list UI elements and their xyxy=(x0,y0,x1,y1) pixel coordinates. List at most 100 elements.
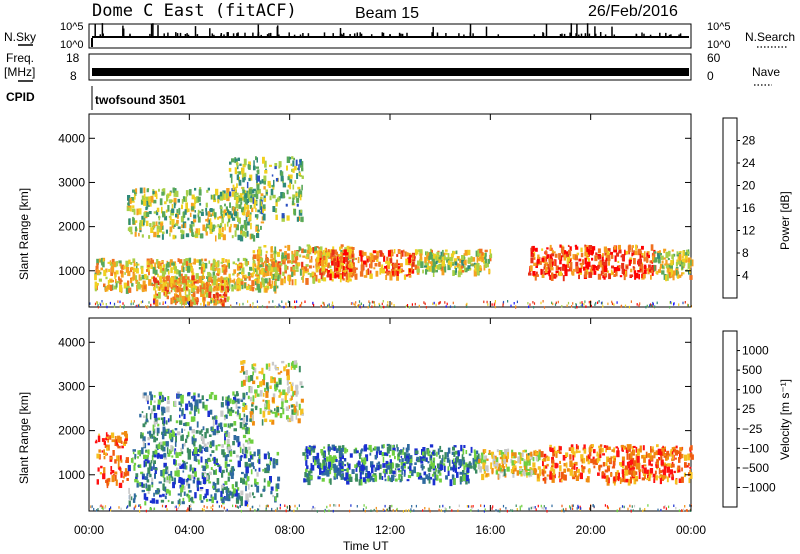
velocity-echo-cell xyxy=(288,405,290,409)
power-echo-cell xyxy=(161,272,166,277)
velocity-echo-cell xyxy=(592,456,595,460)
power-echo-cell xyxy=(148,279,152,286)
velocity-echo-cell xyxy=(432,451,435,455)
power-speckle xyxy=(590,304,592,308)
power-echo-cell xyxy=(295,263,299,270)
velocity-echo-cell xyxy=(564,474,567,481)
velocity-echo-cell xyxy=(344,458,346,461)
velocity-echo-cell xyxy=(105,479,108,483)
power-echo-cell xyxy=(336,271,340,275)
power-echo-cell xyxy=(367,268,370,275)
velocity-echo-cell xyxy=(103,449,105,456)
power-echo-cell xyxy=(246,230,249,237)
power-echo-cell xyxy=(651,271,654,276)
velocity-echo-cell xyxy=(306,473,310,480)
power-echo-cell xyxy=(119,270,123,274)
velocity-echo-cell xyxy=(447,447,451,454)
power-echo-cell xyxy=(540,268,542,275)
velocity-echo-cell xyxy=(213,470,216,475)
power-echo-cell xyxy=(632,266,635,269)
power-echo-cell xyxy=(224,203,226,207)
velocity-echo-cell xyxy=(400,455,403,458)
power-echo-cell xyxy=(294,180,297,184)
power-echo-cell xyxy=(201,283,204,290)
velocity-echo-cell xyxy=(179,464,183,469)
velocity-echo-cell xyxy=(132,498,136,503)
power-speckle xyxy=(281,300,283,303)
velocity-echo-cell xyxy=(376,447,379,454)
velocity-echo-cell xyxy=(242,448,244,455)
velocity-echo-cell xyxy=(592,460,597,465)
velocity-echo-cell xyxy=(421,457,424,461)
power-echo-cell xyxy=(233,269,237,274)
velocity-echo-cell xyxy=(261,367,264,375)
velocity-echo-cell xyxy=(221,402,224,407)
power-echo-cell xyxy=(578,274,580,280)
velocity-echo-cell xyxy=(614,458,616,461)
power-echo-cell xyxy=(166,283,169,290)
velocity-echo-cell xyxy=(452,458,455,463)
velocity-echo-cell xyxy=(196,421,199,428)
power-echo-cell xyxy=(481,252,484,256)
velocity-echo-cell xyxy=(356,462,359,468)
power-echo-cell xyxy=(110,271,113,276)
velocity-echo-cell xyxy=(240,493,244,496)
velocity-echo-cell xyxy=(461,454,464,462)
power-echo-cell xyxy=(255,201,258,204)
velocity-echo-cell xyxy=(275,483,278,489)
velocity-echo-cell xyxy=(164,471,168,475)
velocity-echo-cell xyxy=(654,470,657,475)
power-echo-cell xyxy=(257,248,261,255)
power-echo-cell xyxy=(215,300,219,305)
power-echo-cell xyxy=(532,248,535,252)
power-speckle xyxy=(486,300,488,304)
velocity-echo-cell xyxy=(291,409,295,415)
velocity-echo-cell xyxy=(437,469,441,474)
power-echo-cell xyxy=(205,292,209,298)
power-echo-cell xyxy=(370,253,374,261)
power-echo-cell xyxy=(336,272,340,278)
velocity-echo-cell xyxy=(244,405,248,410)
velocity-echo-cell xyxy=(381,452,385,457)
power-echo-cell xyxy=(282,259,284,265)
velocity-echo-cell xyxy=(453,445,457,448)
power-echo-cell xyxy=(212,224,216,230)
power-echo-cell xyxy=(578,271,582,275)
velocity-echo-cell xyxy=(495,470,499,475)
velocity-echo-cell xyxy=(659,449,663,456)
power-echo-cell xyxy=(121,264,125,270)
power-echo-cell xyxy=(668,272,671,276)
power-echo-cell xyxy=(349,255,352,260)
power-echo-cell xyxy=(597,248,601,253)
power-echo-cell xyxy=(255,207,257,213)
power-speckle xyxy=(654,305,656,308)
velocity-echo-cell xyxy=(414,462,417,465)
power-speckle xyxy=(449,305,452,308)
power-echo-cell xyxy=(558,253,561,260)
power-echo-cell xyxy=(168,199,173,204)
power-echo-cell xyxy=(234,230,237,237)
power-echo-cell xyxy=(105,288,108,292)
velocity-echo-cell xyxy=(124,438,128,441)
power-speckle xyxy=(589,303,591,306)
velocity-echo-cell xyxy=(221,396,224,401)
power-echo-cell xyxy=(541,274,545,278)
power-echo-cell xyxy=(326,274,330,278)
power-echo-cell xyxy=(136,208,139,216)
velocity-echo-cell xyxy=(517,456,520,464)
velocity-echo-cell xyxy=(443,463,446,466)
velocity-echo-cell xyxy=(446,452,449,458)
power-echo-cell xyxy=(662,264,664,269)
power-echo-cell xyxy=(241,282,244,290)
velocity-echo-cell xyxy=(282,389,286,395)
power-echo-cell xyxy=(603,273,607,277)
power-echo-cell xyxy=(207,211,211,217)
power-speckle xyxy=(99,302,101,305)
power-echo-cell xyxy=(663,248,667,252)
power-echo-cell xyxy=(255,268,258,275)
power-echo-cell xyxy=(342,271,344,279)
power-echo-cell xyxy=(159,283,163,288)
velocity-echo-cell xyxy=(405,449,409,453)
power-echo-cell xyxy=(685,257,688,263)
power-echo-cell xyxy=(436,254,439,261)
